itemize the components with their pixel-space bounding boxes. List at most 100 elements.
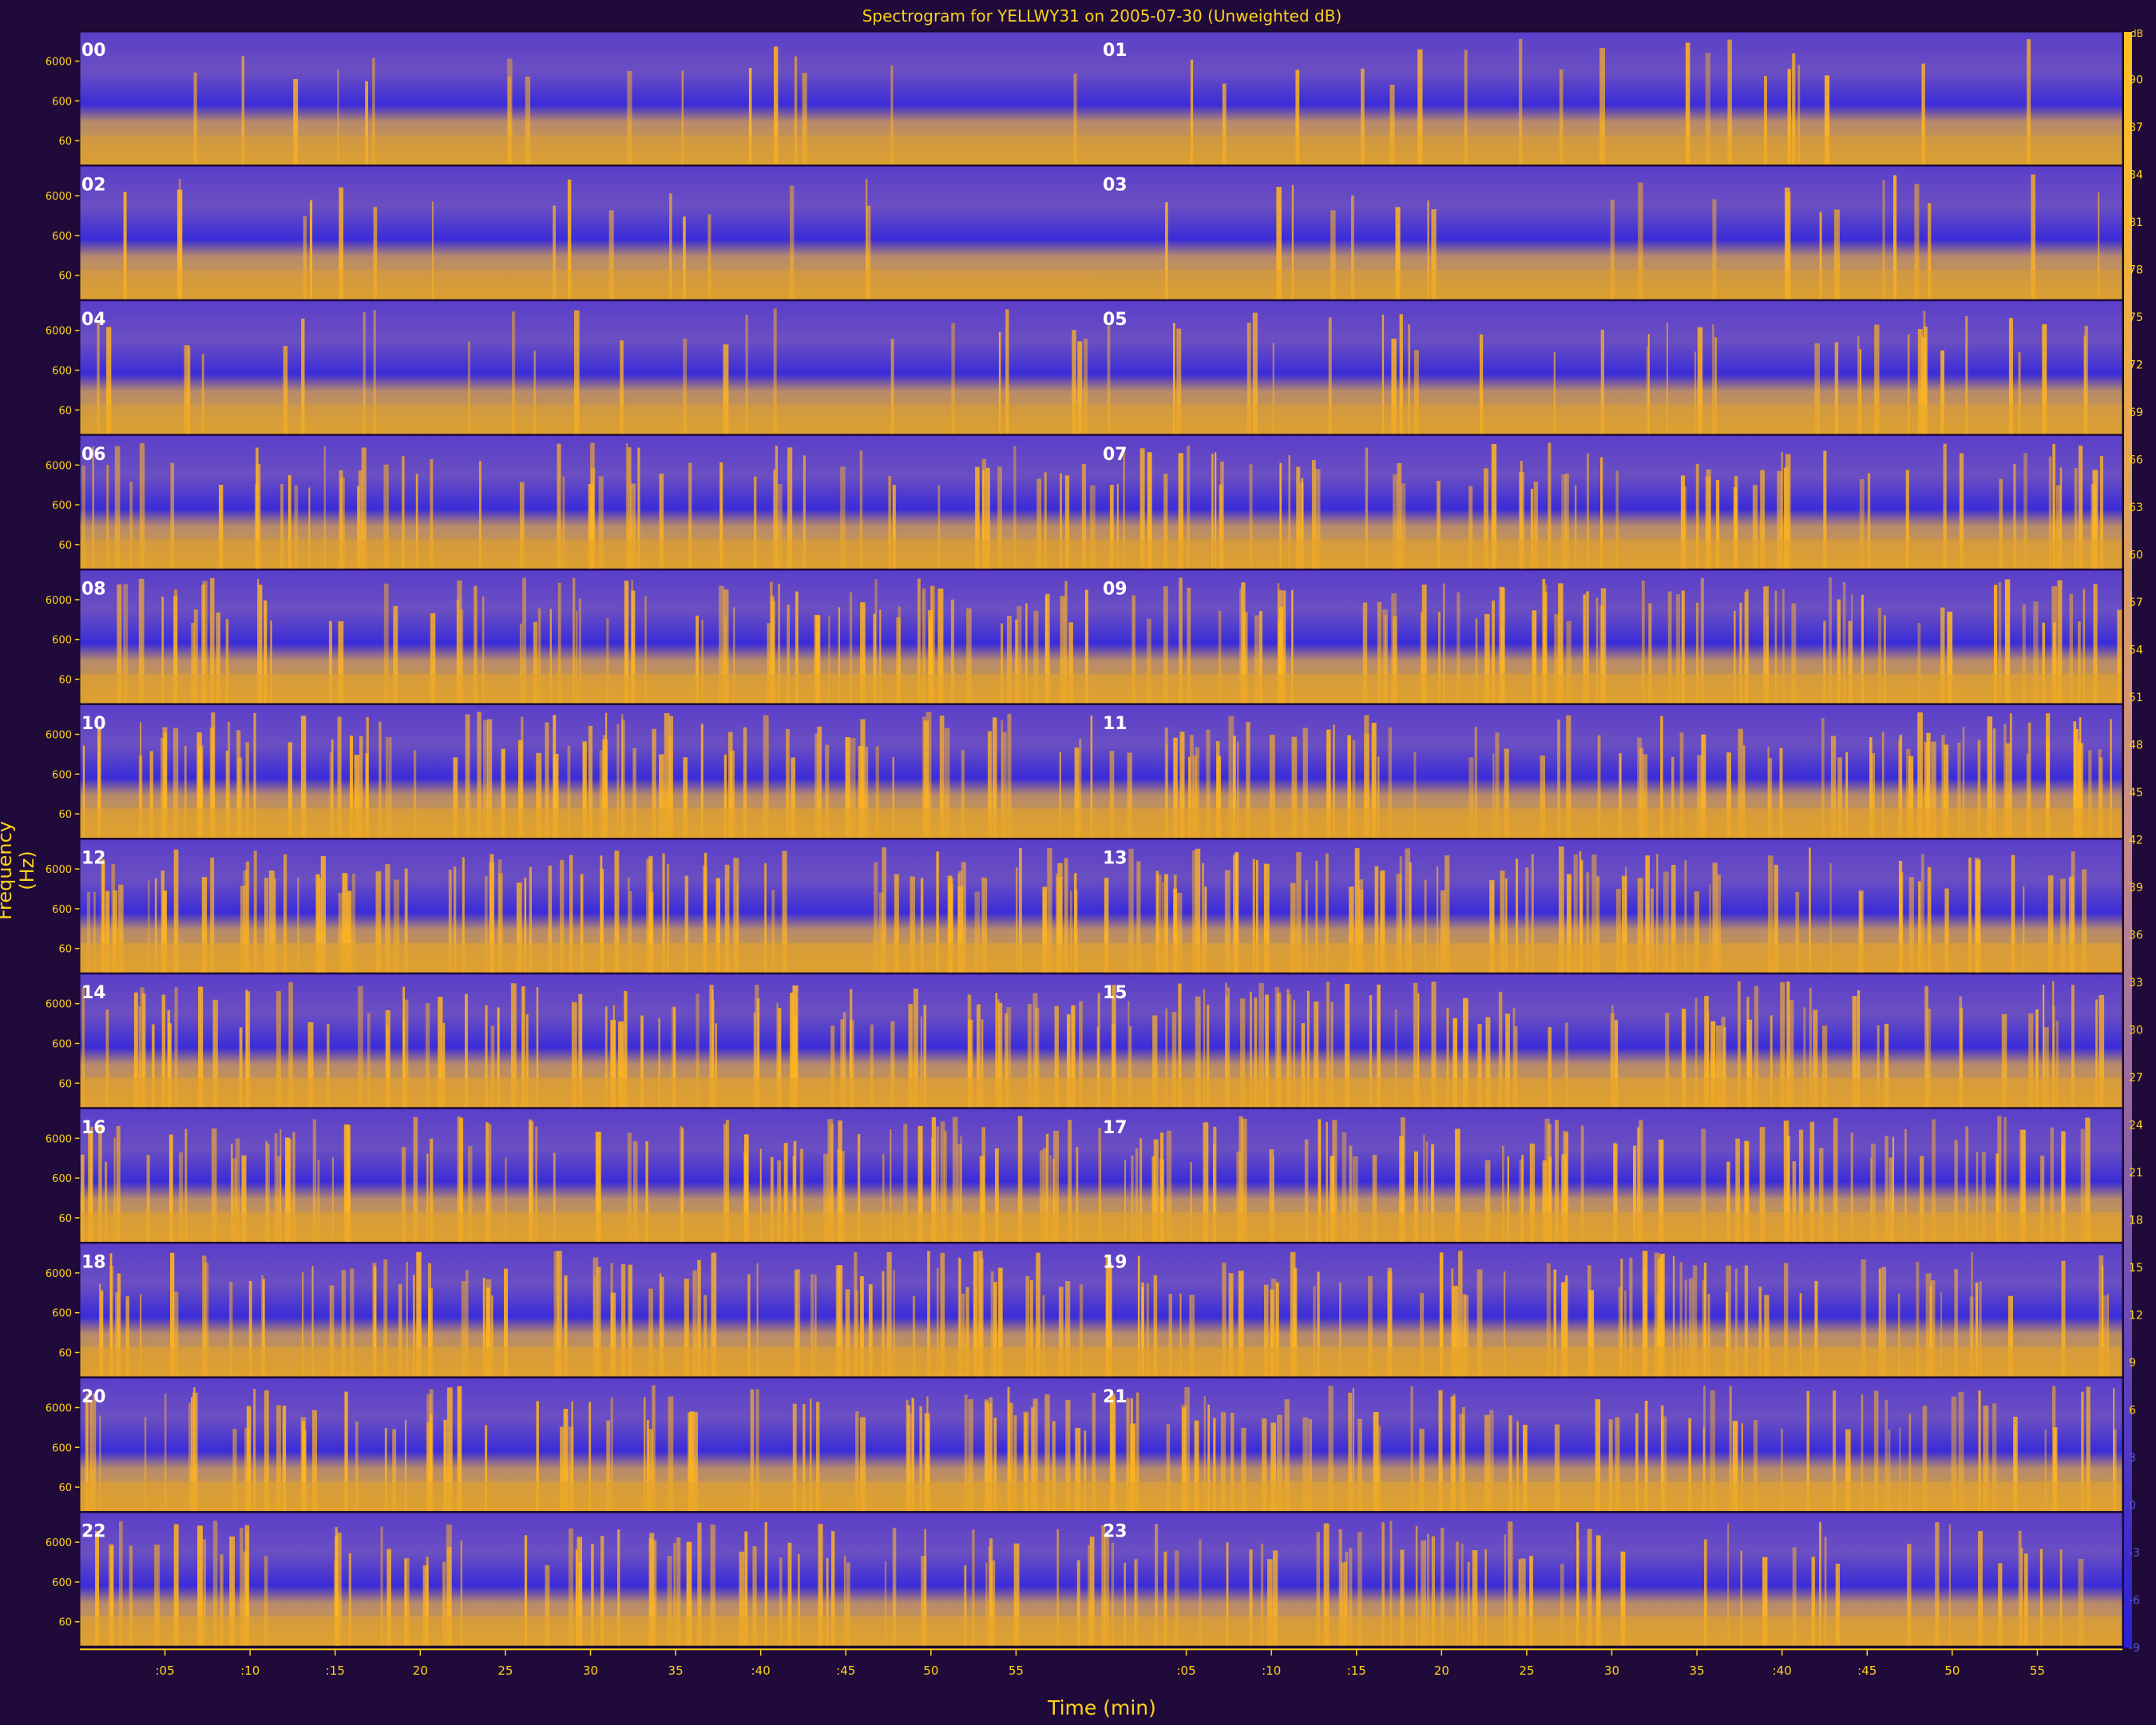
activity-streak bbox=[1059, 751, 1061, 838]
activity-streak bbox=[838, 1120, 842, 1242]
activity-streak bbox=[1008, 1402, 1013, 1511]
activity-streak bbox=[764, 863, 767, 973]
activity-streak bbox=[1712, 324, 1714, 434]
activity-streak bbox=[1822, 1025, 1828, 1108]
activity-streak bbox=[1016, 867, 1018, 973]
activity-streak bbox=[2014, 1424, 2016, 1511]
activity-streak bbox=[1049, 1155, 1052, 1242]
activity-streak bbox=[618, 1021, 624, 1108]
activity-streak bbox=[1338, 1529, 1342, 1646]
activity-streak bbox=[465, 714, 470, 838]
activity-streak bbox=[664, 712, 670, 838]
activity-streak bbox=[1888, 1157, 1893, 1242]
activity-streak bbox=[1565, 1275, 1568, 1377]
activity-streak bbox=[1907, 1544, 1912, 1646]
activity-streak bbox=[1962, 727, 1965, 838]
activity-streak bbox=[1056, 877, 1063, 973]
activity-streak bbox=[392, 1429, 397, 1511]
activity-streak bbox=[1036, 1252, 1040, 1377]
activity-streak bbox=[2088, 750, 2092, 838]
activity-streak bbox=[1241, 1427, 1246, 1511]
activity-streak bbox=[1438, 1390, 1443, 1511]
activity-streak bbox=[1798, 1129, 1804, 1242]
activity-streak bbox=[616, 724, 620, 838]
activity-streak bbox=[1060, 473, 1062, 569]
activity-streak bbox=[1065, 1399, 1071, 1511]
noise-floor bbox=[80, 404, 1101, 434]
spectrogram-band bbox=[1101, 301, 2122, 434]
activity-streak bbox=[1727, 1523, 1730, 1646]
activity-streak bbox=[964, 1394, 968, 1511]
activity-streak bbox=[1629, 1257, 1633, 1377]
activity-streak bbox=[2018, 1530, 2022, 1646]
activity-streak bbox=[413, 1116, 418, 1242]
colorbar-tick-label: 9 bbox=[2129, 1357, 2136, 1370]
activity-streak bbox=[174, 589, 178, 704]
activity-streak bbox=[1829, 863, 1832, 973]
activity-streak bbox=[1663, 871, 1669, 973]
activity-streak bbox=[1586, 591, 1589, 704]
activity-streak bbox=[919, 1406, 922, 1511]
activity-streak bbox=[659, 754, 664, 838]
activity-streak bbox=[243, 870, 248, 973]
activity-streak bbox=[167, 1010, 171, 1108]
activity-streak bbox=[1233, 736, 1236, 838]
activity-streak bbox=[1365, 447, 1369, 569]
activity-streak bbox=[1352, 1387, 1354, 1511]
activity-streak bbox=[814, 1275, 817, 1377]
activity-streak bbox=[1870, 1144, 1876, 1242]
noise-floor bbox=[80, 1616, 1101, 1646]
activity-streak bbox=[1781, 1428, 1783, 1511]
activity-streak bbox=[402, 456, 405, 569]
activity-streak bbox=[1763, 586, 1769, 704]
activity-streak bbox=[483, 720, 488, 838]
activity-streak bbox=[1068, 1120, 1072, 1242]
activity-streak bbox=[557, 582, 561, 704]
activity-streak bbox=[1554, 1424, 1560, 1511]
activity-streak bbox=[1555, 1120, 1559, 1242]
activity-streak bbox=[506, 58, 513, 165]
colorbar-tick-label: 48 bbox=[2129, 740, 2143, 752]
activity-streak bbox=[287, 742, 292, 838]
activity-streak bbox=[1717, 874, 1721, 973]
activity-streak bbox=[1850, 1132, 1853, 1242]
activity-streak bbox=[1064, 581, 1068, 704]
activity-streak bbox=[1694, 891, 1699, 973]
activity-streak bbox=[406, 1262, 408, 1377]
activity-streak bbox=[1783, 1120, 1789, 1242]
activity-streak bbox=[725, 1120, 730, 1242]
activity-streak bbox=[1326, 729, 1331, 838]
activity-streak bbox=[1348, 1392, 1353, 1511]
activity-streak bbox=[1742, 745, 1746, 838]
activity-streak bbox=[680, 1128, 684, 1242]
activity-streak bbox=[170, 1252, 175, 1377]
activity-streak bbox=[1458, 1251, 1463, 1377]
activity-streak bbox=[1058, 1287, 1064, 1377]
activity-streak bbox=[460, 1541, 462, 1646]
activity-streak bbox=[1306, 990, 1310, 1108]
frequency-tick-label: 60 bbox=[58, 1348, 72, 1360]
activity-streak bbox=[1921, 337, 1927, 434]
activity-streak bbox=[1797, 65, 1801, 165]
time-tick-label: :05 bbox=[1177, 1664, 1196, 1678]
activity-streak bbox=[711, 1252, 717, 1377]
activity-streak bbox=[443, 1419, 447, 1511]
activity-streak bbox=[1785, 466, 1789, 569]
activity-streak bbox=[361, 447, 367, 569]
activity-streak bbox=[329, 752, 332, 838]
frequency-tick-label: 600 bbox=[52, 635, 72, 647]
activity-streak bbox=[1179, 577, 1183, 704]
activity-streak bbox=[1165, 1008, 1168, 1108]
activity-streak bbox=[1238, 1271, 1244, 1377]
activity-streak bbox=[1697, 327, 1703, 434]
activity-streak bbox=[1377, 756, 1380, 838]
activity-streak bbox=[1858, 890, 1864, 973]
activity-streak bbox=[940, 1253, 945, 1377]
activity-streak bbox=[1024, 1413, 1028, 1511]
activity-streak bbox=[1666, 323, 1668, 434]
activity-streak bbox=[1301, 1023, 1306, 1108]
activity-streak bbox=[778, 584, 780, 704]
activity-streak bbox=[921, 1556, 927, 1646]
activity-streak bbox=[1701, 734, 1706, 838]
activity-streak bbox=[814, 733, 818, 838]
